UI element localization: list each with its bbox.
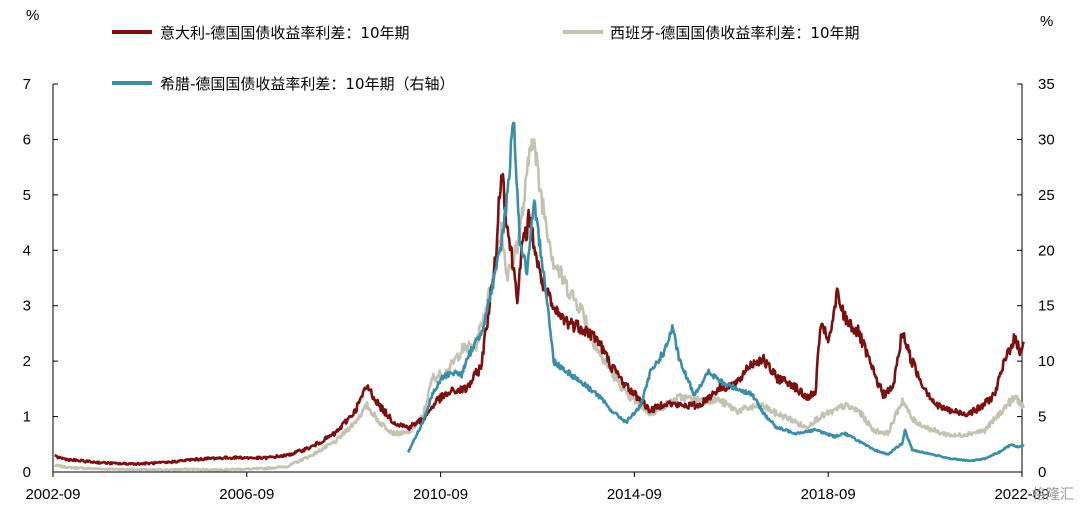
x-tick-label: 2002-09 (25, 486, 80, 503)
left-tick-label: 7 (23, 76, 31, 93)
left-unit-label: % (26, 7, 39, 24)
right-tick-label: 20 (1038, 242, 1055, 259)
right-tick-label: 5 (1038, 409, 1046, 426)
right-tick-label: 0 (1038, 464, 1046, 481)
left-tick-label: 3 (23, 298, 31, 315)
legend-label-1: 西班牙-德国国债收益率利差：10年期 (610, 24, 860, 42)
left-tick-label: 6 (23, 131, 31, 148)
legend-label-2: 希腊-德国国债收益率利差：10年期（右轴） (160, 75, 455, 93)
series-group (53, 121, 1025, 472)
left-tick-label: 1 (23, 409, 31, 426)
x-tick-label: 2006-09 (219, 486, 274, 503)
series-line-1 (53, 138, 1025, 472)
right-tick-label: 10 (1038, 353, 1055, 370)
left-tick-label: 5 (23, 187, 31, 204)
axes (52, 84, 1023, 473)
right-unit-label: % (1040, 13, 1053, 30)
legend: 意大利-德国国债收益率利差：10年期 西班牙-德国国债收益率利差：10年期希腊-德… (112, 24, 860, 93)
ticks: 0 1 2 3 4 5 6 7 0 5 10 15 20 25 30 35 2002-09 2006-09 2010… (23, 76, 1055, 503)
right-tick-label: 30 (1038, 131, 1055, 148)
x-tick-label: 2010-09 (413, 486, 468, 503)
right-tick-label: 25 (1038, 187, 1055, 204)
watermark: 格隆汇 (1032, 487, 1074, 503)
x-tick-label: 2014-09 (607, 486, 662, 503)
left-tick-label: 4 (23, 242, 31, 259)
series-line-2 (407, 121, 1025, 463)
x-tick-label: 2022-09 (994, 486, 1049, 503)
left-tick-label: 0 (23, 464, 31, 481)
legend-label-0: 意大利-德国国债收益率利差：10年期 (160, 24, 410, 42)
x-tick-label: 2018-09 (801, 486, 856, 503)
series-line-0 (54, 172, 1025, 466)
right-tick-label: 15 (1038, 298, 1055, 315)
left-tick-label: 2 (23, 353, 31, 370)
right-tick-label: 35 (1038, 76, 1055, 93)
